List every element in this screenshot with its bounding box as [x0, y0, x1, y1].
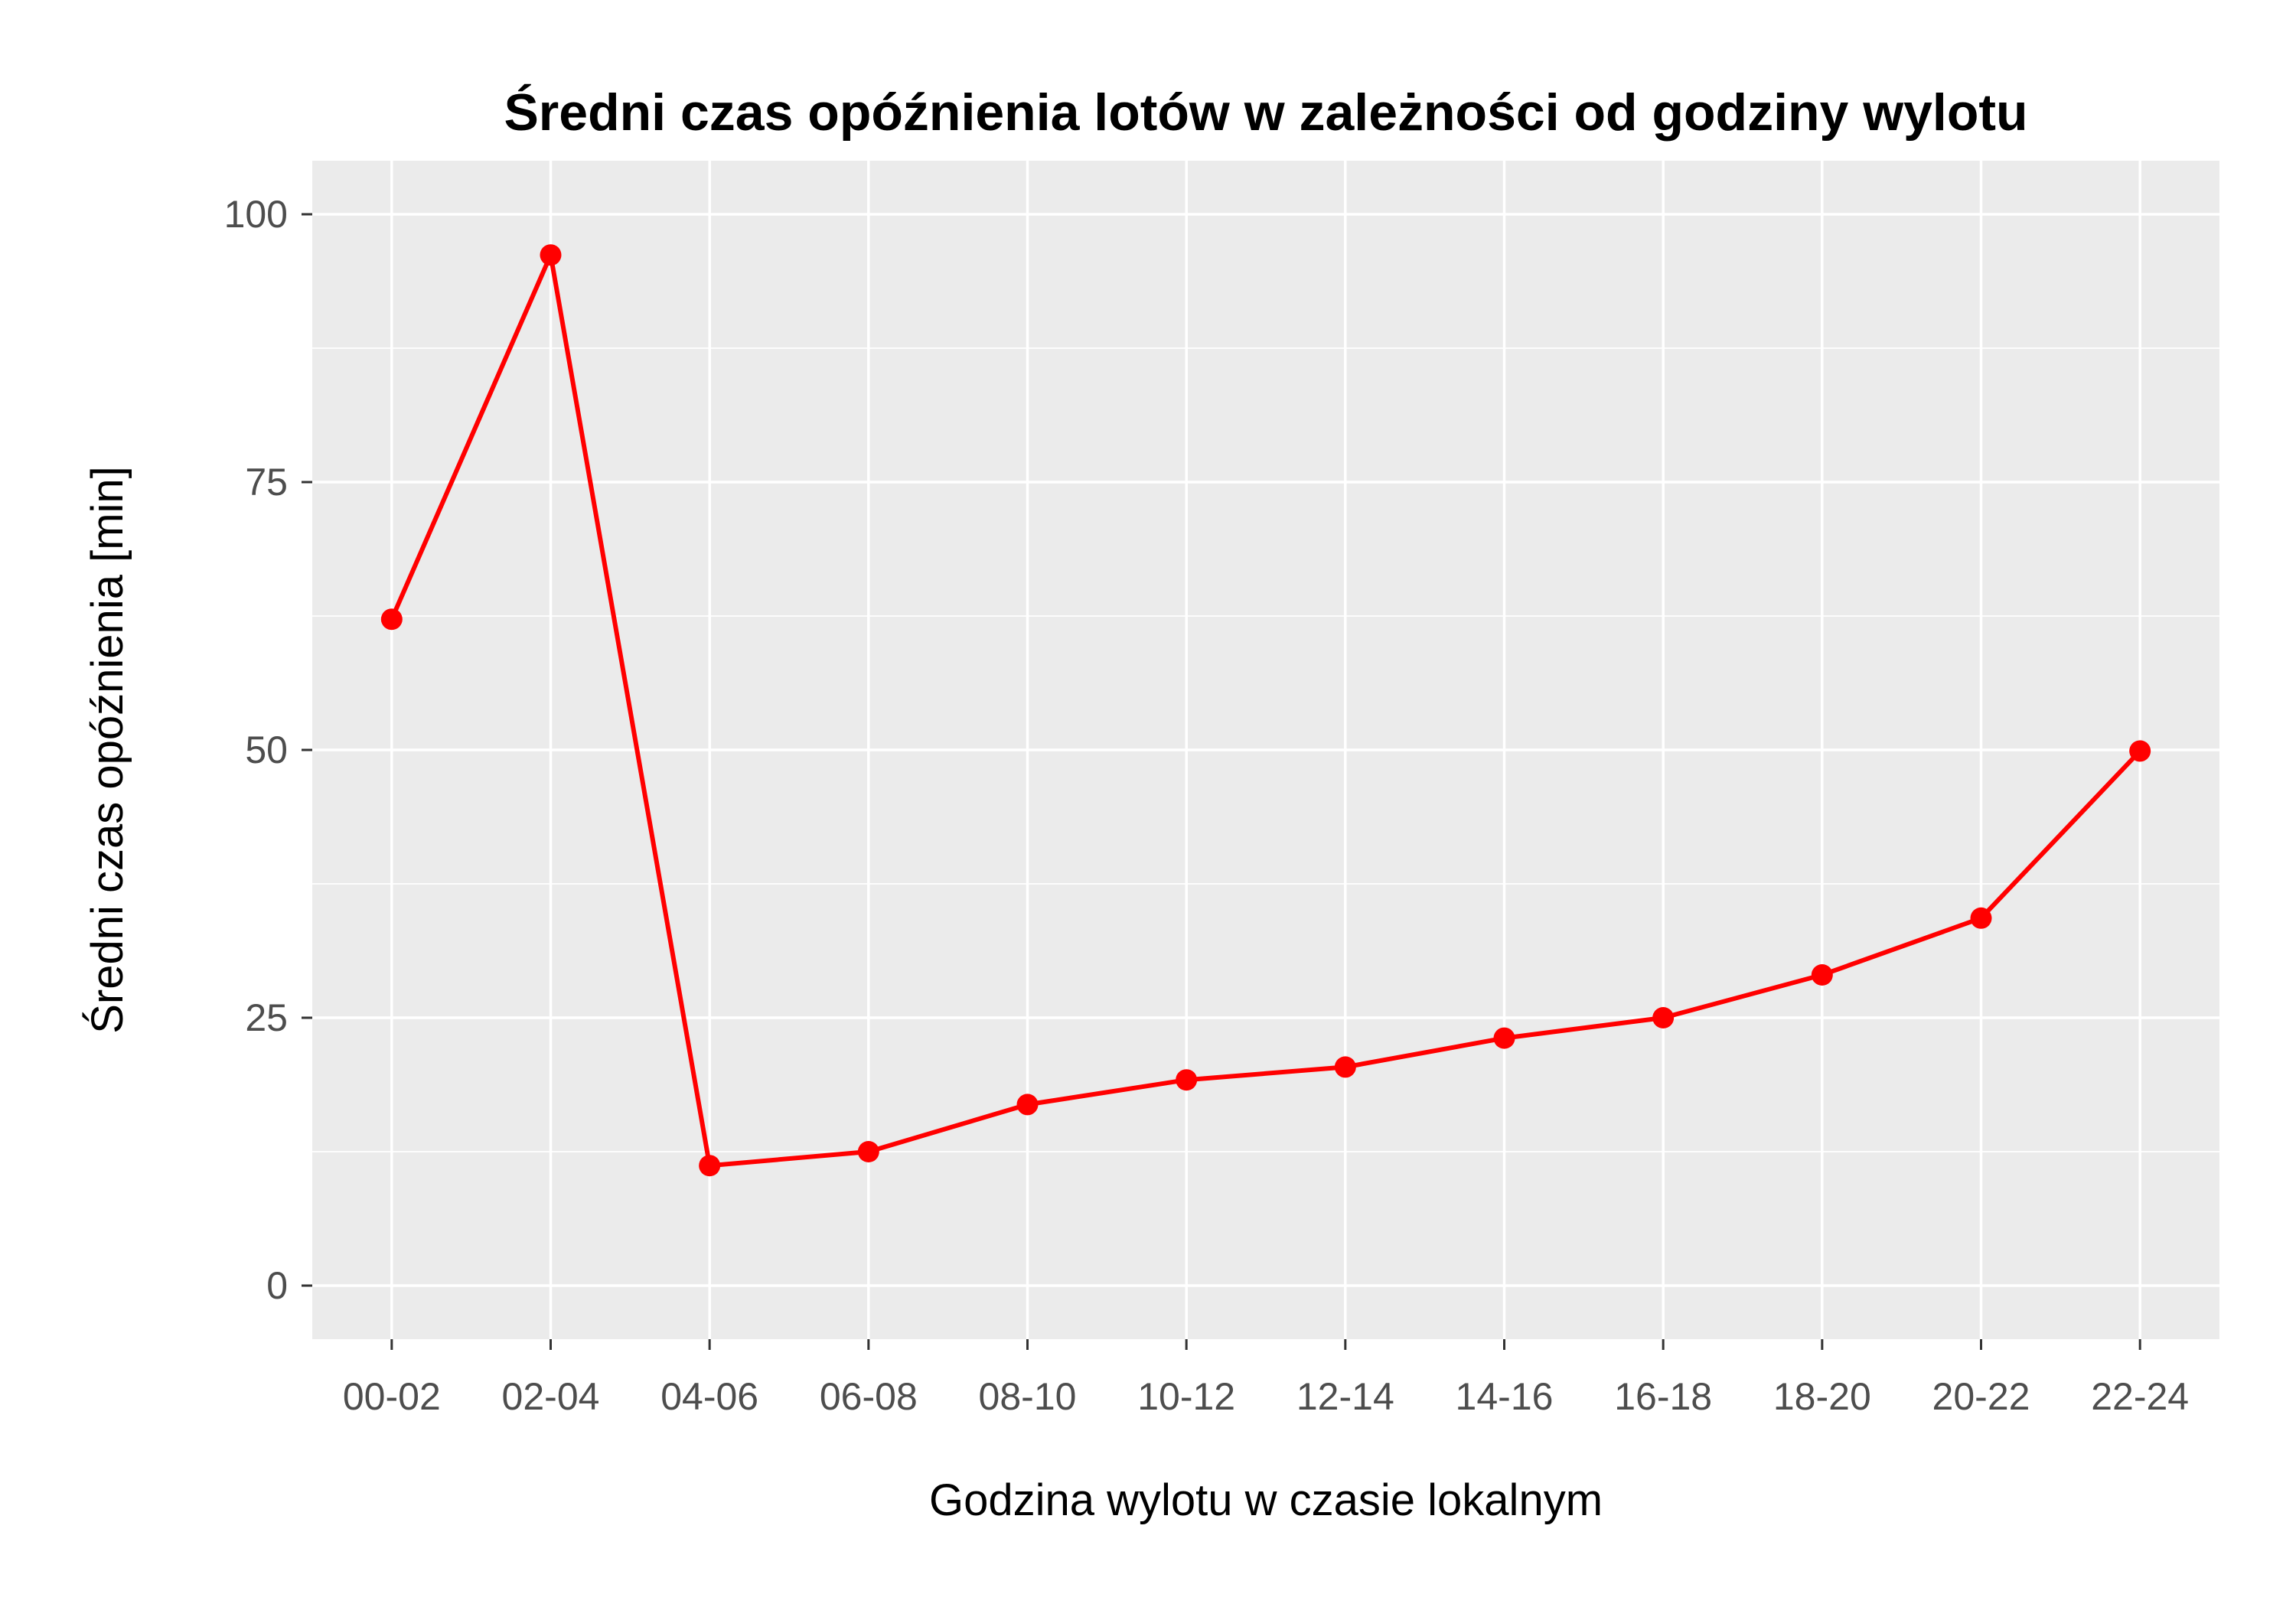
x-tick-label: 16-18	[1614, 1375, 1712, 1418]
x-tick-label: 22-24	[2091, 1375, 2189, 1418]
series-line	[389, 253, 2143, 1169]
data-point	[1493, 1027, 1515, 1049]
data-point	[380, 608, 403, 631]
data-point	[1811, 964, 1833, 986]
x-tick-label: 14-16	[1456, 1375, 1554, 1418]
data-point	[540, 244, 562, 266]
data-point	[857, 1141, 879, 1162]
x-tick-label: 10-12	[1137, 1375, 1235, 1418]
data-point	[1176, 1069, 1198, 1091]
chart-title: Średni czas opóźnienia lotów w zależnośc…	[504, 83, 2027, 142]
data-point	[1652, 1007, 1675, 1028]
data-point	[2129, 740, 2151, 762]
x-tick-label: 18-20	[1773, 1375, 1871, 1418]
data-point	[1334, 1056, 1356, 1078]
x-tick-label: 08-10	[979, 1375, 1077, 1418]
x-tick-label: 06-08	[820, 1375, 918, 1418]
grid-major	[312, 161, 2219, 1339]
y-tick-label: 100	[224, 193, 288, 236]
y-axis: 0 25 50 75 100	[224, 193, 312, 1307]
data-point	[1970, 907, 1992, 929]
y-tick-label: 25	[245, 996, 288, 1039]
x-axis-title: Godzina wylotu w czasie lokalnym	[929, 1475, 1603, 1525]
x-tick-label: 20-22	[1932, 1375, 2030, 1418]
y-axis-title: Średni czas opóźnienia [min]	[83, 466, 132, 1034]
x-tick-label: 00-02	[343, 1375, 441, 1418]
x-axis: 00-02 02-04 04-06 06-08 08-10 10-12 12-14 14-16…	[343, 1339, 2189, 1418]
x-tick-label: 12-14	[1296, 1375, 1394, 1418]
x-tick-label: 02-04	[502, 1375, 600, 1418]
y-tick-label: 0	[266, 1264, 288, 1307]
x-tick-label: 04-06	[660, 1375, 758, 1418]
data-point	[1016, 1094, 1039, 1116]
grid-minor	[312, 347, 2219, 1152]
data-point	[699, 1155, 721, 1177]
y-tick-label: 75	[245, 461, 288, 504]
series-layer	[380, 244, 2151, 1177]
y-tick-label: 50	[245, 729, 288, 771]
